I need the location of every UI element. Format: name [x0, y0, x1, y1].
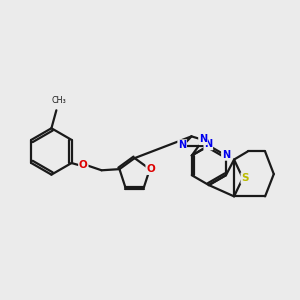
- Text: N: N: [178, 140, 186, 150]
- Text: N: N: [199, 134, 207, 144]
- Text: O: O: [146, 164, 155, 174]
- Text: O: O: [79, 160, 88, 170]
- Text: N: N: [222, 150, 230, 160]
- Text: N: N: [204, 140, 212, 149]
- Text: S: S: [241, 173, 249, 183]
- Text: CH₃: CH₃: [51, 96, 66, 105]
